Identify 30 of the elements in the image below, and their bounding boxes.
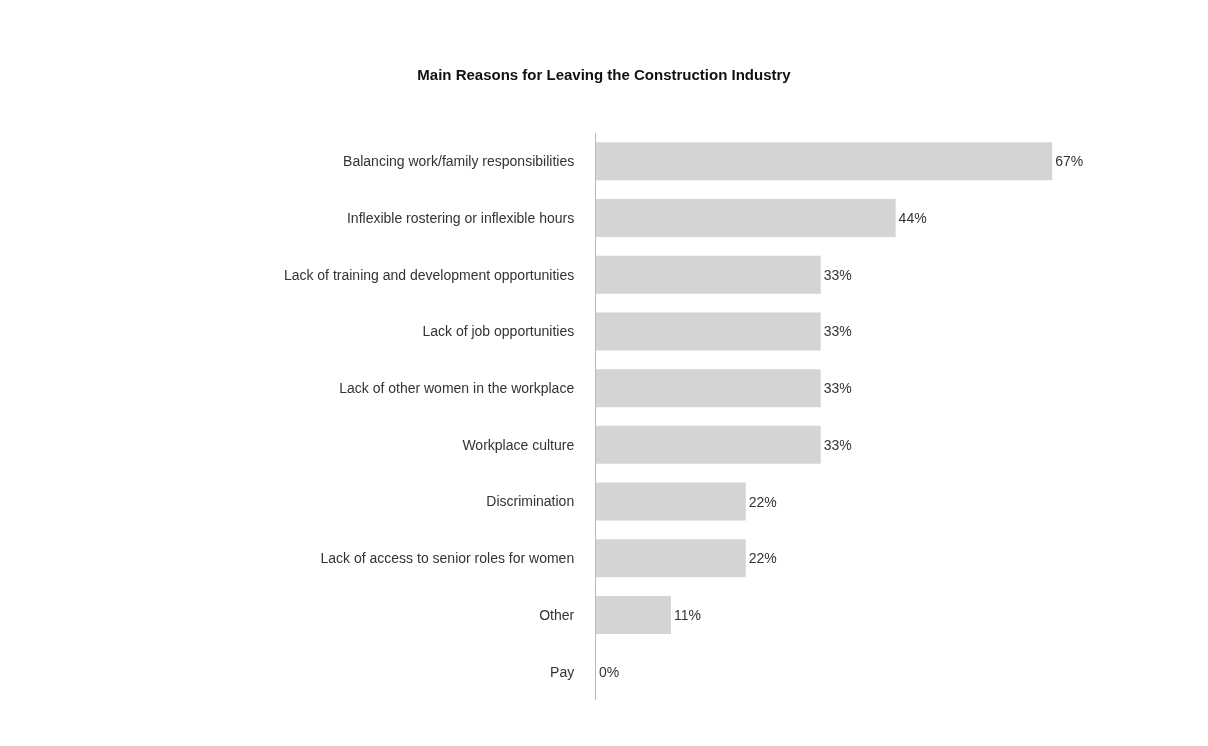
- bar: [596, 539, 746, 578]
- bar: [596, 142, 1053, 181]
- bar: [596, 312, 821, 351]
- data-label: 0%: [599, 663, 620, 680]
- y-tick-label: Lack of access to senior roles for women: [320, 550, 575, 567]
- data-label: 33%: [823, 436, 852, 453]
- y-tick-label: Lack of training and development opportunities: [283, 266, 575, 283]
- y-tick-label: Workplace culture: [462, 436, 575, 453]
- bar: [596, 595, 671, 634]
- bar: [596, 482, 746, 521]
- data-label: 33%: [823, 323, 852, 340]
- data-label: 44%: [898, 210, 927, 227]
- y-tick-label: Lack of other women in the workplace: [339, 380, 575, 397]
- data-label: 22%: [748, 550, 777, 567]
- data-label: 33%: [823, 266, 852, 283]
- data-label: 22%: [748, 493, 777, 510]
- bar: [596, 425, 821, 464]
- chart-title: Main Reasons for Leaving the Construction Industry: [417, 65, 792, 83]
- bar: [596, 369, 821, 408]
- y-tick-label: Inflexible rostering or inflexible hours: [346, 209, 575, 226]
- y-tick-label: Other: [539, 606, 575, 623]
- y-tick-label: Pay: [550, 663, 575, 680]
- data-label: 33%: [823, 380, 852, 397]
- bar: [596, 255, 821, 294]
- y-tick-label: Balancing work/family responsibilities: [343, 153, 575, 170]
- data-label: 67%: [1055, 153, 1084, 170]
- y-tick-label: Discrimination: [486, 493, 575, 510]
- bar: [596, 199, 896, 238]
- y-tick-label: Lack of job opportunities: [422, 323, 575, 340]
- data-label: 11%: [673, 606, 701, 623]
